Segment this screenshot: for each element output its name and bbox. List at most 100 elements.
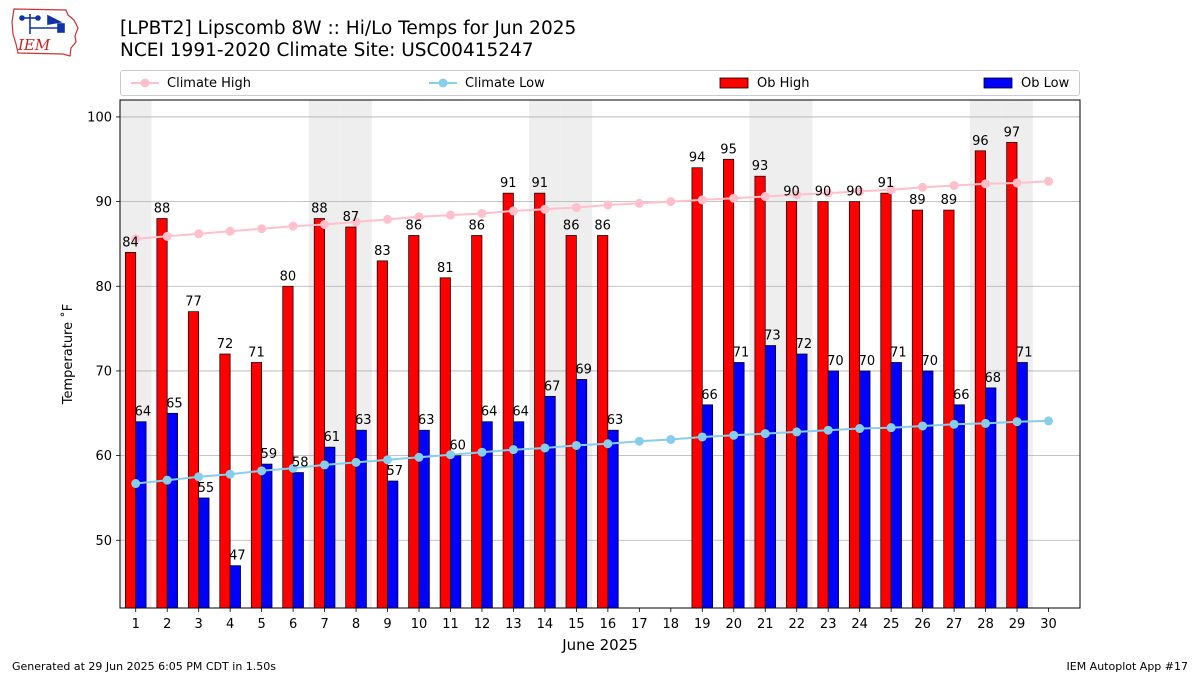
ob-low-label: 63 — [607, 413, 624, 428]
ob-high-label: 90 — [815, 185, 832, 200]
climate-high-point — [571, 203, 581, 213]
x-tick-label: 8 — [352, 617, 360, 632]
ob-high-label: 86 — [406, 218, 423, 233]
ob-low-label: 70 — [827, 354, 844, 369]
x-tick-label: 6 — [289, 617, 297, 632]
ob-low-bar — [764, 345, 776, 609]
climate-high-point — [760, 192, 770, 202]
chart-title-line1: [LPBT2] Lipscomb 8W :: Hi/Lo Temps for J… — [120, 18, 577, 39]
x-tick-label: 20 — [725, 617, 742, 632]
legend-item-ob-low: Ob Low — [983, 74, 1069, 92]
ob-high-bar — [156, 218, 168, 609]
ob-high-bar — [817, 201, 829, 609]
climate-low-point — [886, 423, 896, 433]
ob-high-bar — [754, 175, 766, 609]
ob-low-bar — [796, 353, 808, 609]
x-tick-label: 26 — [914, 617, 931, 632]
x-tick-label: 19 — [694, 617, 711, 632]
legend-line-marker-icon — [131, 78, 159, 88]
ob-high-bar — [534, 192, 546, 609]
y-tick-label: 100 — [87, 110, 112, 125]
ob-low-bar — [576, 379, 588, 609]
ob-low-label: 71 — [733, 345, 750, 360]
climate-low-point — [571, 440, 581, 450]
climate-low-point — [131, 479, 141, 489]
climate-low-point — [1044, 416, 1054, 426]
ob-low-label: 73 — [764, 329, 781, 344]
ob-low-bar — [292, 472, 304, 609]
x-tick-label: 16 — [600, 617, 617, 632]
legend-bar-swatch-icon — [983, 77, 1013, 89]
x-tick-label: 24 — [851, 617, 868, 632]
ob-low-bar — [953, 404, 965, 609]
ob-high-label: 81 — [437, 261, 454, 276]
x-tick-label: 23 — [820, 617, 837, 632]
ob-low-label: 70 — [859, 354, 876, 369]
x-tick-label: 5 — [257, 617, 265, 632]
x-tick-label: 3 — [195, 617, 203, 632]
climate-low-point — [225, 469, 235, 479]
ob-low-bar — [827, 370, 839, 609]
ob-high-bar — [250, 362, 262, 609]
ob-low-bar — [229, 565, 241, 609]
ob-high-label: 91 — [878, 176, 895, 191]
climate-high-point — [194, 229, 204, 239]
climate-low-point — [1012, 417, 1022, 427]
climate-high-point — [949, 181, 959, 191]
x-tick-label: 22 — [788, 617, 805, 632]
ob-low-bar — [198, 497, 210, 609]
ob-high-label: 86 — [594, 218, 611, 233]
climate-low-point — [729, 430, 739, 440]
climate-high-point — [225, 226, 235, 236]
ob-low-label: 71 — [1016, 345, 1033, 360]
ob-low-label: 64 — [512, 405, 529, 420]
climate-low-point — [792, 427, 802, 437]
ob-low-label: 68 — [984, 371, 1001, 386]
ob-high-bar — [848, 201, 861, 609]
x-tick-label: 9 — [383, 617, 391, 632]
climate-high-point — [288, 221, 298, 231]
logo-text: IEM — [17, 36, 51, 54]
ob-low-bar — [607, 429, 619, 609]
climate-high-point — [634, 198, 644, 208]
ob-low-label: 58 — [292, 456, 309, 471]
ob-high-label: 84 — [122, 235, 139, 250]
x-tick-label: 21 — [757, 617, 774, 632]
iem-logo: IEM — [11, 8, 79, 57]
x-tick-label: 10 — [411, 617, 428, 632]
ob-high-bar — [219, 353, 231, 609]
climate-high-point — [823, 188, 833, 198]
climate-low-point — [949, 419, 959, 429]
ob-low-bar — [733, 362, 745, 609]
ob-high-bar — [471, 235, 483, 609]
chart-legend: Climate High Climate Low Ob High Ob Low — [120, 70, 1080, 96]
ob-high-bar — [187, 311, 200, 609]
ob-high-bar — [502, 192, 514, 609]
ob-low-bar — [890, 362, 902, 609]
climate-low-point — [194, 472, 204, 482]
ob-low-bar — [355, 429, 367, 609]
climate-high-point — [886, 185, 896, 195]
ob-high-bar — [723, 158, 735, 609]
y-tick-label: 70 — [95, 364, 112, 379]
ob-low-label: 57 — [386, 464, 403, 479]
ob-high-label: 97 — [1004, 125, 1021, 140]
legend-label-ob-high: Ob High — [757, 75, 810, 91]
y-tick-label: 60 — [95, 449, 112, 464]
climate-high-point — [697, 195, 707, 205]
ob-high-bar — [376, 260, 388, 609]
climate-low-point — [383, 455, 393, 465]
climate-high-point — [508, 206, 518, 216]
ob-high-bar — [785, 201, 798, 609]
x-tick-label: 2 — [163, 617, 171, 632]
ob-high-label: 95 — [720, 142, 737, 157]
ob-low-label: 63 — [355, 413, 372, 428]
iowa-outline-icon — [11, 8, 79, 57]
ob-high-bar — [282, 285, 294, 609]
climate-low-point — [288, 463, 298, 473]
footer-generated: Generated at 29 Jun 2025 6:05 PM CDT in … — [12, 660, 277, 673]
chart-title-line2: NCEI 1991-2020 Climate Site: USC00415247 — [120, 40, 534, 61]
climate-high-point — [918, 182, 928, 192]
x-axis-label: June 2025 — [561, 636, 638, 654]
ob-high-label: 86 — [469, 218, 486, 233]
